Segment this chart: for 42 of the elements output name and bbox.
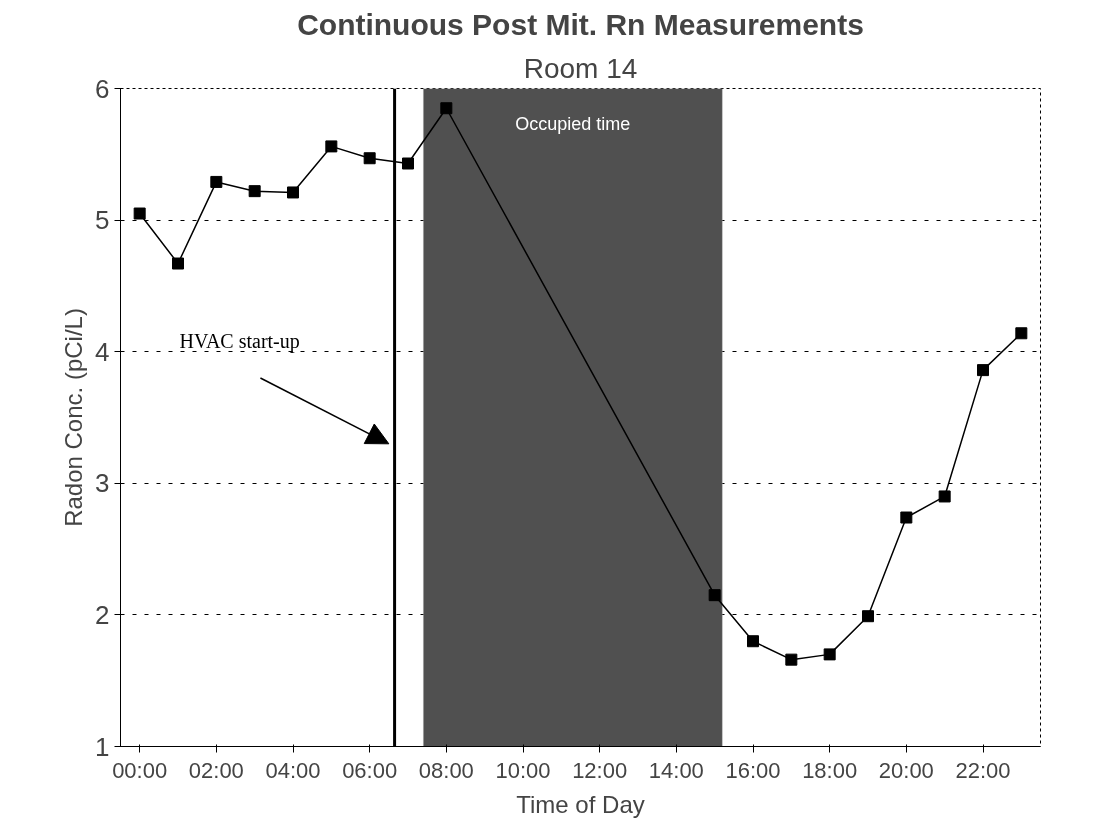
y-tick-label: 1 [95,731,110,762]
x-tick-label: 00:00 [112,757,168,783]
ref-line-label: HVAC start-up [179,329,300,353]
x-tick-label: 20:00 [878,757,934,783]
x-tick-label: 10:00 [495,757,551,783]
point [823,648,836,661]
x-tick-label: 14:00 [648,757,704,783]
point [440,102,453,115]
y-tick-label: 6 [95,73,110,104]
x-tick-label: 04:00 [265,757,321,783]
point [325,140,338,153]
x-tick-label: 22:00 [955,757,1011,783]
y-axis-title: Radon Conc. (pCi/L) [60,308,88,527]
point [287,186,299,199]
x-tick-label: 18:00 [802,757,858,783]
point [363,152,376,165]
y-tick-label: 5 [95,205,110,236]
point [900,511,913,524]
y-tick-label: 3 [95,468,110,499]
point [210,175,223,188]
point [708,589,721,602]
x-tick-label: 08:00 [418,757,474,783]
point [747,635,759,648]
x-tick-label: 16:00 [725,757,781,783]
point [248,185,261,198]
x-tick-label: 06:00 [342,757,398,783]
point [1015,327,1028,340]
point [938,490,951,503]
band-label: Occupied time [515,113,631,134]
point [133,207,146,220]
x-tick-label: 12:00 [572,757,628,783]
point [402,157,414,170]
point [977,364,989,377]
point [785,653,798,666]
chart-subtitle: Room 14 [523,52,638,84]
point [862,610,874,623]
x-tick-label: 02:00 [188,757,244,783]
x-axis-title: Time of Day [516,790,645,818]
y-tick-label: 2 [95,599,110,630]
point [172,257,184,270]
chart-title: Continuous Post Mit. Rn Measurements [297,7,864,41]
y-tick-label: 4 [95,336,110,367]
